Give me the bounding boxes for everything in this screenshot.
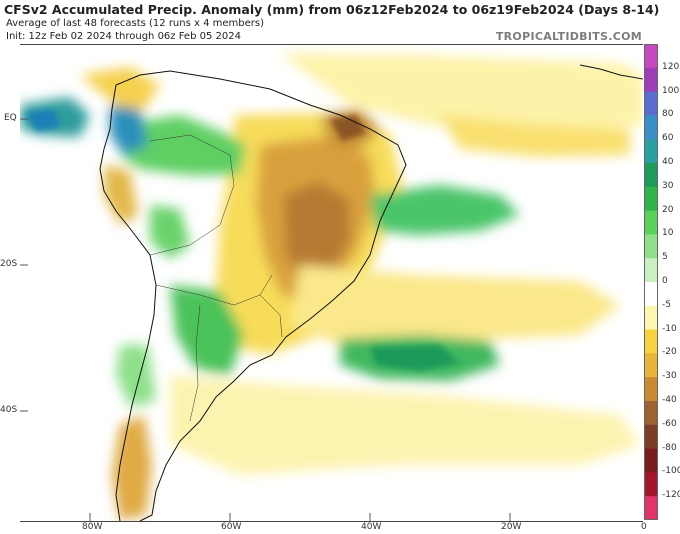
colorbar-swatch (644, 329, 658, 354)
lon-label-0: 0 (641, 522, 647, 532)
wet-anomaly-colombia (110, 105, 148, 155)
colorbar-swatch (644, 210, 658, 235)
colorbar-tick-label: -60 (662, 418, 677, 429)
wet-anomaly-chile-south (116, 345, 156, 407)
colorbar-tick-label: -80 (662, 442, 677, 453)
colorbar-tick-label: 30 (662, 180, 674, 191)
colorbar-swatch (644, 305, 658, 331)
dry-core-northeast (330, 115, 366, 141)
lon-label-80w: 80W (82, 522, 103, 532)
dry-anomaly-andes-peru (104, 165, 138, 225)
colorbar-swatch (644, 91, 658, 116)
map-subtitle: Average of last 48 forecasts (12 runs x … (6, 18, 264, 29)
colorbar-tick-label: 100 (662, 85, 680, 96)
colorbar-swatch (644, 353, 658, 378)
colorbar-swatch (644, 448, 658, 473)
graticule-ticks (20, 118, 511, 521)
colorbar-swatch (644, 377, 658, 402)
coastlines (99, 64, 643, 521)
precip-anomaly-map (20, 44, 643, 522)
colorbar-tick-label: 40 (662, 157, 674, 167)
colorbar-swatch (644, 496, 658, 521)
lon-label-40w: 40W (361, 522, 382, 532)
colorbar-swatch (644, 258, 658, 283)
south-america-coastline (99, 70, 407, 521)
colorbar-swatch (644, 139, 658, 164)
colorbar-swatch (644, 234, 658, 259)
wet-anomaly-amazon (120, 115, 246, 175)
lat-label-20s: 20S (0, 259, 18, 269)
colorbar-tick-label: 5 (662, 252, 668, 263)
lon-label-60w: 60W (221, 522, 242, 532)
colorbar-swatch (644, 472, 658, 497)
wet-anomaly-bolivia (150, 205, 190, 259)
dry-anomaly-andes-north (80, 67, 160, 115)
colorbar-swatch (644, 401, 658, 426)
colorbar-tick-label: -40 (662, 395, 677, 405)
colorbar-tick-label: -10 (662, 323, 677, 334)
colorbar-tick-label: 20 (662, 204, 674, 215)
colorbar-swatch (644, 115, 658, 140)
africa-coastline (579, 64, 643, 80)
colorbar-swatches (644, 44, 658, 521)
colorbar-tick-label: 10 (662, 228, 674, 239)
wet-anomaly-argentina (170, 285, 244, 375)
colorbar (644, 44, 658, 521)
wet-core-south-atlantic (370, 345, 460, 371)
colorbar-tick-label: -30 (662, 371, 677, 382)
country-borders (149, 134, 283, 422)
brand-watermark: TROPICALTIDBITS.COM (495, 30, 642, 43)
map-canvas (20, 53, 643, 521)
colorbar-tick-label: 0 (662, 276, 668, 286)
colorbar-tick-label: 80 (662, 109, 674, 120)
colorbar-swatch (644, 186, 658, 212)
dry-anomaly-patagonia-sea (170, 375, 640, 475)
dry-anomaly-north-atlantic (280, 53, 643, 133)
colorbar-swatch (644, 163, 658, 188)
colorbar-outline (644, 44, 658, 520)
colorbar-swatch (644, 44, 658, 69)
dry-anomaly-south-atlantic (290, 265, 620, 345)
colorbar-swatch (644, 67, 658, 93)
colorbar-tick-label: -100 (662, 466, 680, 477)
lat-label-40s: 40S (0, 405, 18, 415)
colorbar-tick-label: -5 (662, 299, 671, 310)
colorbar-tick-label: -20 (662, 347, 677, 358)
wet-anomaly-atlantic-east (370, 185, 520, 235)
dry-anomaly-central-atlantic (440, 115, 630, 157)
lon-label-20w: 20W (501, 522, 522, 532)
colorbar-swatch (644, 282, 658, 307)
map-title: CFSv2 Accumulated Precip. Anomaly (mm) f… (4, 2, 660, 17)
dry-anomaly-patagonia (112, 415, 152, 521)
colorbar-swatch (644, 424, 658, 450)
wet-core-ecuador (26, 109, 60, 131)
dry-anomaly-brazil-deep (284, 181, 350, 281)
anomaly-fields (20, 53, 643, 521)
colorbar-tick-label: 120 (662, 61, 680, 72)
colorbar-tick-label: 60 (662, 133, 674, 144)
lat-label-eq: EQ (4, 113, 17, 123)
init-time: Init: 12z Feb 02 2024 through 06z Feb 05… (6, 31, 241, 42)
colorbar-tick-label: -120 (662, 490, 680, 501)
